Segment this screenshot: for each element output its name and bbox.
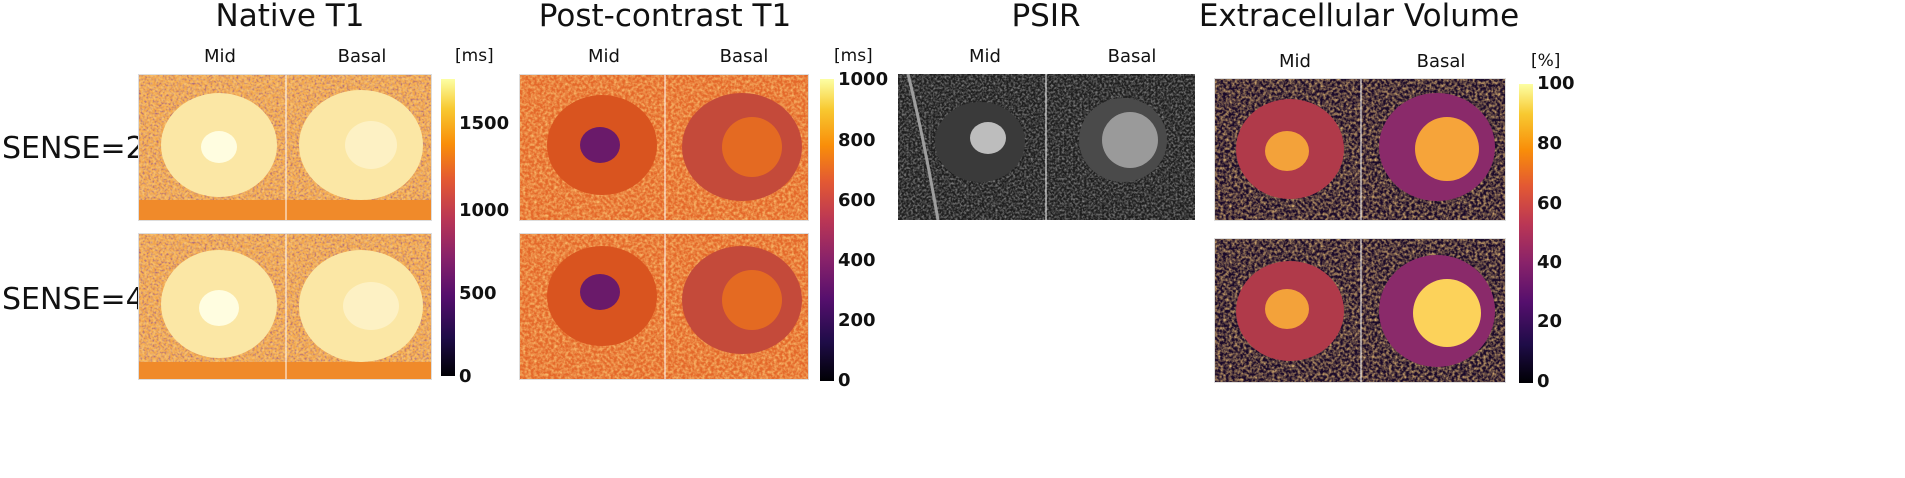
ecv-tick-80: 80 — [1537, 133, 1563, 154]
native-t1-tick-0: 0 — [459, 366, 472, 387]
post-contrast-t1-sense2-images — [519, 74, 809, 221]
post-contrast-t1-unit: [ms] — [834, 46, 873, 66]
col-label-psir-basal: Basal — [1107, 46, 1157, 67]
post-contrast-t1-colorbar — [820, 79, 834, 381]
psir-sense2-images — [898, 74, 1195, 220]
post-contrast-t1-sense4-images — [519, 233, 809, 380]
row-label-sense2: SENSE=2 — [2, 131, 145, 166]
ecv-tick-60: 60 — [1537, 193, 1563, 214]
native-t1-tick-1500: 1500 — [459, 113, 510, 134]
panel-title-extracellular-volume: Extracellular Volume — [1198, 0, 1520, 34]
ecv-tick-20: 20 — [1537, 311, 1563, 332]
post-contrast-t1-tick-600: 600 — [838, 190, 876, 211]
post-contrast-t1-tick-800: 800 — [838, 130, 876, 151]
ecv-unit: [%] — [1531, 51, 1561, 71]
panel-title-post-contrast-t1: Post-contrast T1 — [538, 0, 792, 34]
col-label-post-mid: Mid — [588, 46, 620, 67]
ecv-sense4-images — [1214, 238, 1506, 383]
col-label-ecv-basal: Basal — [1416, 51, 1466, 72]
col-label-native-basal: Basal — [337, 46, 387, 67]
native-t1-sense2-images — [138, 74, 432, 221]
native-t1-sense4-images — [138, 233, 432, 380]
col-label-native-mid: Mid — [204, 46, 236, 67]
native-t1-tick-1000: 1000 — [459, 200, 510, 221]
panel-title-native-t1: Native T1 — [215, 0, 365, 34]
post-contrast-t1-tick-200: 200 — [838, 310, 876, 331]
col-label-ecv-mid: Mid — [1279, 51, 1311, 72]
native-t1-tick-500: 500 — [459, 283, 497, 304]
ecv-colorbar — [1519, 84, 1533, 383]
post-contrast-t1-tick-400: 400 — [838, 250, 876, 271]
col-label-psir-mid: Mid — [969, 46, 1001, 67]
ecv-tick-40: 40 — [1537, 252, 1563, 273]
panel-title-psir: PSIR — [1011, 0, 1081, 34]
ecv-tick-0: 0 — [1537, 371, 1550, 392]
row-label-sense4: SENSE=4 — [2, 282, 145, 317]
native-t1-colorbar — [441, 79, 455, 376]
ecv-tick-100: 100 — [1537, 73, 1575, 94]
native-t1-unit: [ms] — [455, 46, 494, 66]
post-contrast-t1-tick-0: 0 — [838, 370, 851, 391]
ecv-sense2-images — [1214, 78, 1506, 221]
col-label-post-basal: Basal — [719, 46, 769, 67]
post-contrast-t1-tick-1000: 1000 — [838, 69, 889, 90]
